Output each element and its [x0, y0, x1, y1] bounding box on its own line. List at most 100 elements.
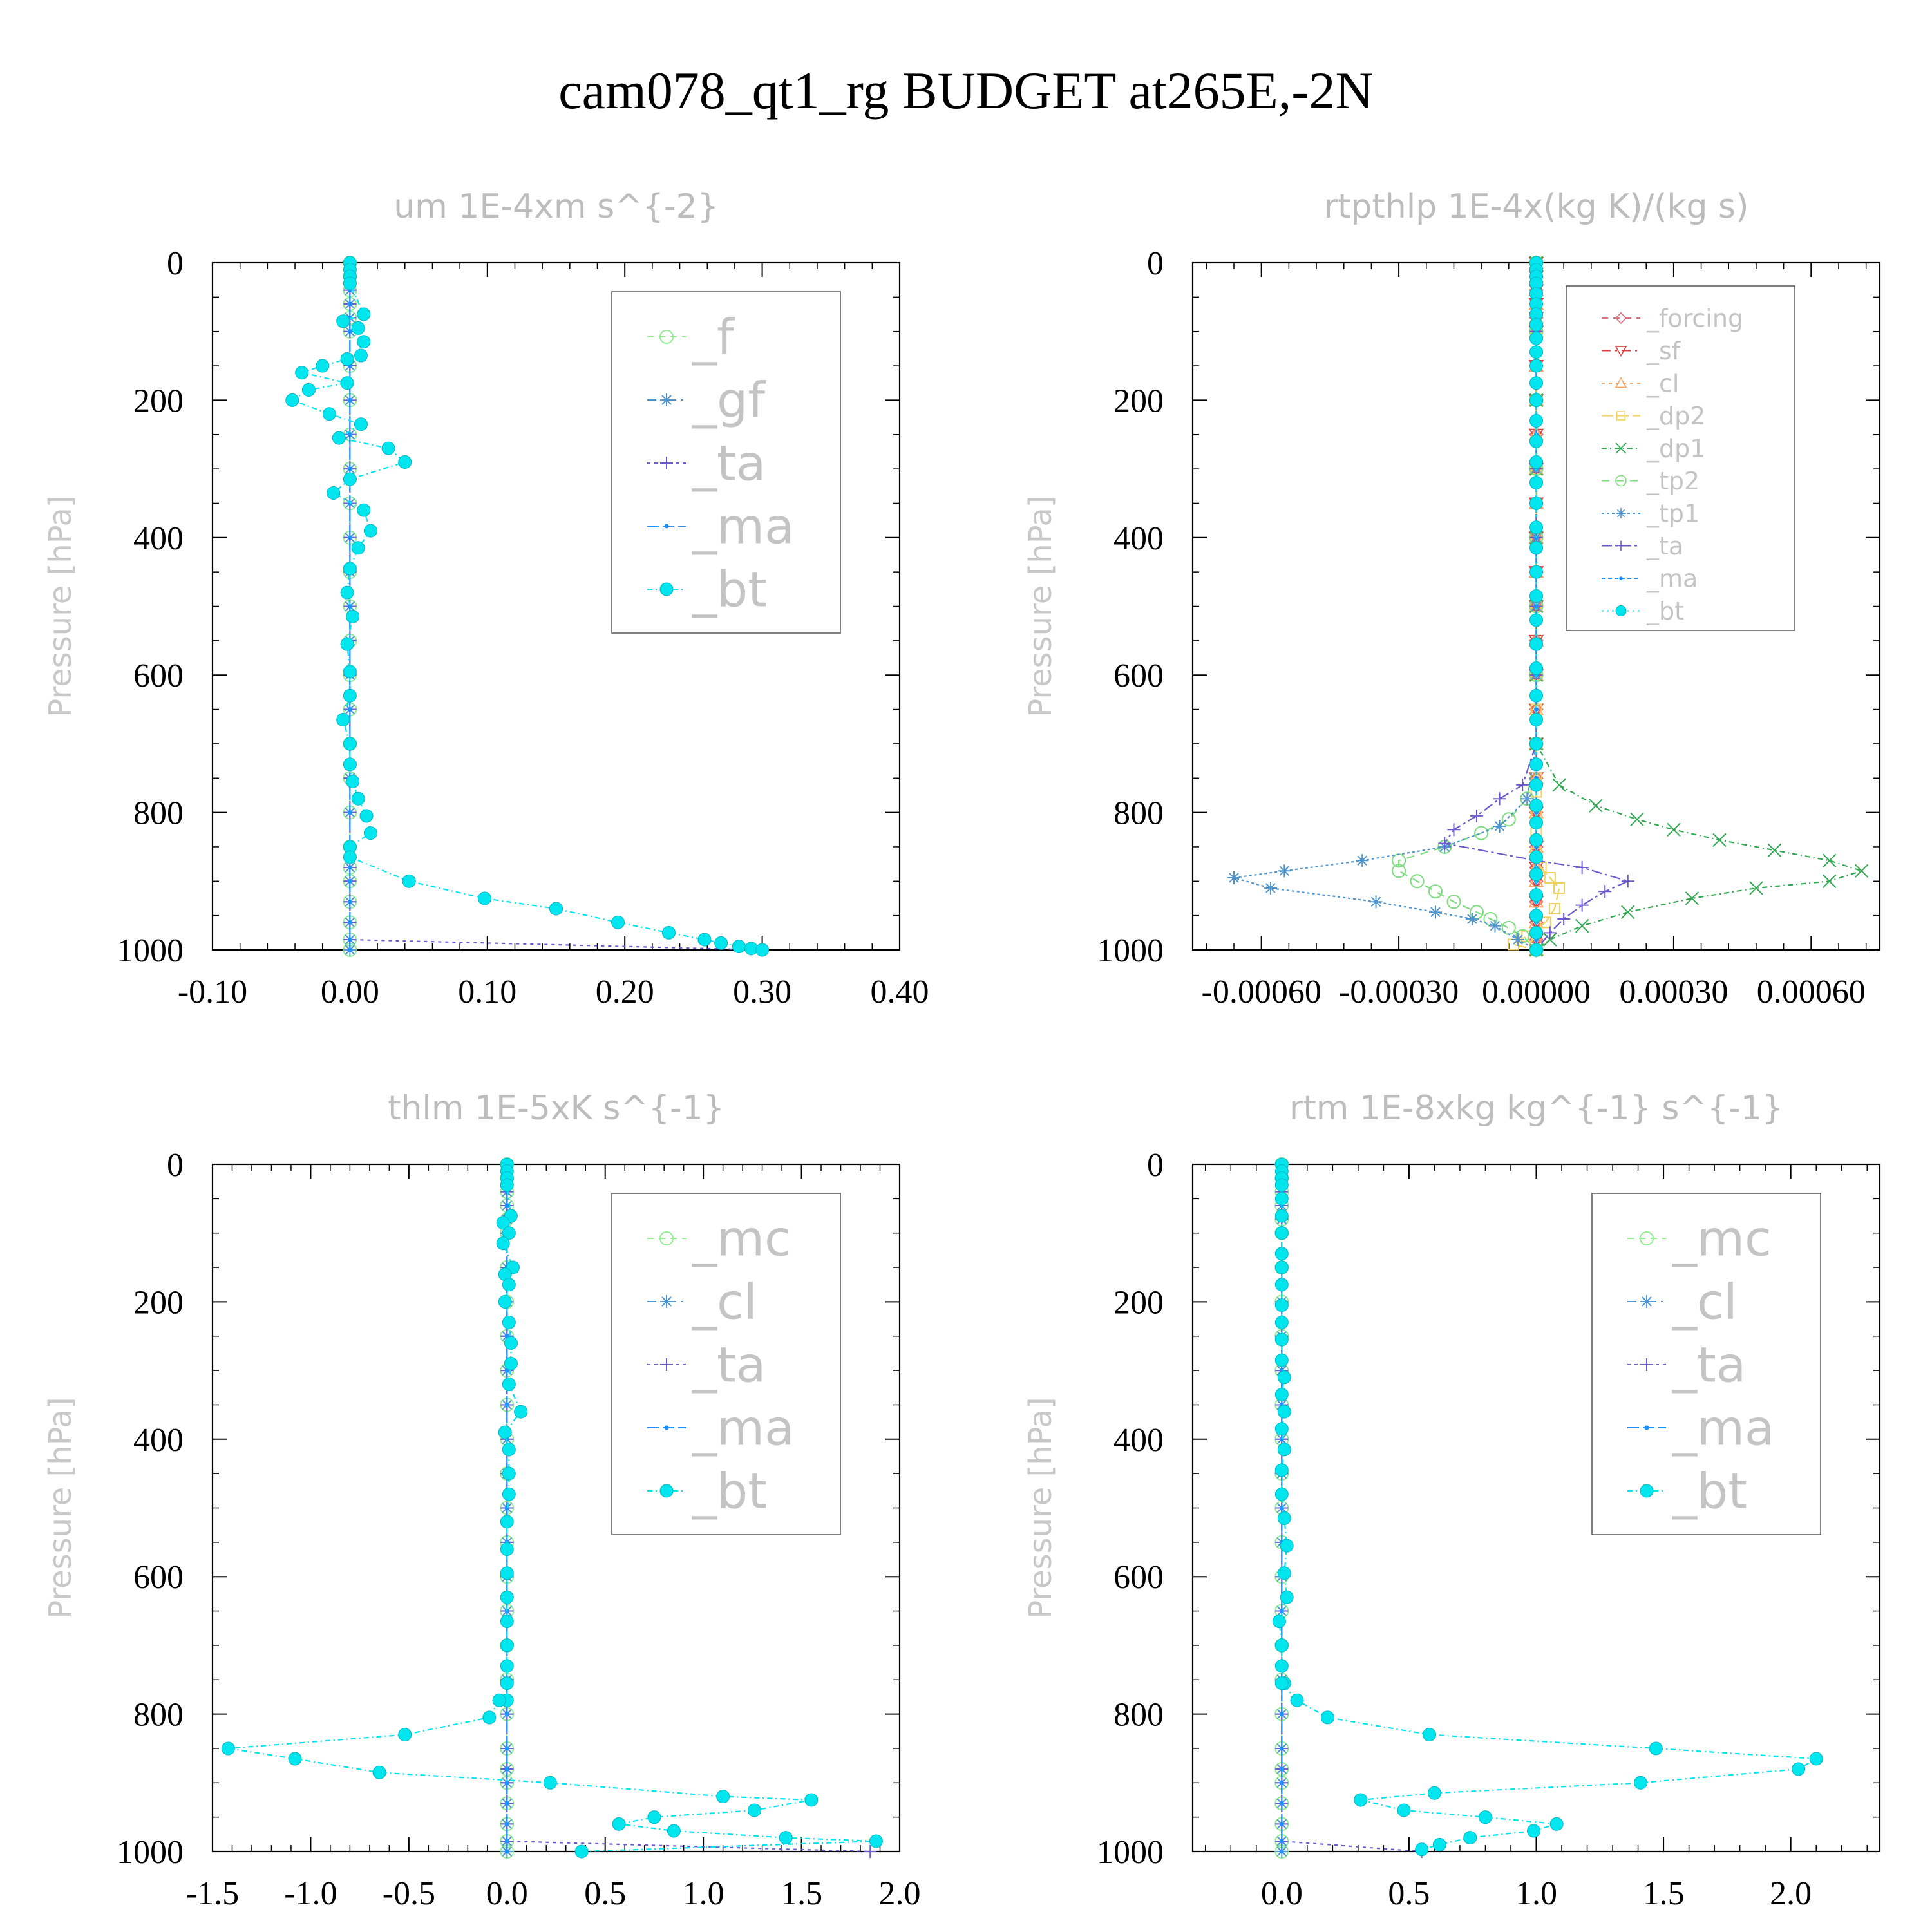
data-point — [1478, 1810, 1492, 1824]
data-point — [1543, 933, 1557, 947]
x-ticks: -0.00060 -0.00030 0.00000 0.00030 0.00060 — [1202, 263, 1867, 1010]
data-point — [1527, 1824, 1541, 1838]
data-point — [1634, 1776, 1648, 1790]
y-tick-label: 200 — [1113, 383, 1164, 419]
x-tick-label: 1.5 — [781, 1875, 822, 1912]
legend-entry: _f — [647, 308, 735, 366]
data-point — [301, 383, 316, 397]
legend-entry: _bt — [1602, 597, 1684, 625]
data-point — [288, 1752, 302, 1766]
legend-marker — [1616, 508, 1626, 518]
data-point — [1575, 898, 1589, 912]
panel-2: rtpthlp 1E-4x(kg K)/(kg s) Pressure [hPa]… — [1023, 187, 1881, 1010]
data-point — [500, 1178, 514, 1192]
data-point — [1548, 902, 1560, 914]
data-point — [1274, 1191, 1289, 1206]
data-point — [357, 335, 371, 349]
data-point — [1809, 1752, 1823, 1766]
data-point — [611, 915, 625, 929]
legend: _mc _cl_ta_ma _bt — [1591, 1193, 1821, 1535]
legend-marker — [660, 1295, 673, 1308]
data-point — [1630, 812, 1644, 826]
data-point — [1354, 1793, 1368, 1807]
data-point — [1446, 895, 1461, 909]
data-point — [502, 1487, 516, 1501]
data-point — [1447, 823, 1461, 837]
data-point — [1530, 688, 1543, 703]
data-point — [504, 1821, 509, 1826]
legend-entry: _bt — [647, 1463, 767, 1520]
data-point — [1280, 1539, 1294, 1553]
series-tp1 — [1227, 256, 1543, 956]
figure-title: cam078_qt1_rg BUDGET at265E,-2N — [558, 61, 1374, 120]
series-group — [221, 1157, 883, 1859]
data-point — [1598, 885, 1612, 898]
y-tick-label: 1000 — [117, 933, 184, 969]
data-point — [1549, 1817, 1564, 1831]
legend-marker — [1615, 377, 1627, 388]
legend-marker — [1619, 576, 1623, 580]
legend-label: _ta — [692, 435, 766, 492]
y-ticks: 0 200 400 600 800 1000 — [1097, 1147, 1880, 1871]
data-point — [347, 878, 352, 884]
x-tick-label: -0.5 — [383, 1875, 435, 1912]
data-point — [1530, 376, 1543, 390]
legend-label: _bt — [1672, 1463, 1747, 1520]
data-point — [1274, 1278, 1289, 1292]
data-point — [500, 1590, 514, 1604]
data-point — [346, 775, 360, 789]
data-point — [347, 466, 352, 471]
data-point — [1530, 925, 1543, 940]
data-point — [1279, 1609, 1284, 1614]
data-point — [747, 1803, 761, 1817]
data-point — [1534, 604, 1539, 609]
series-bt — [285, 256, 770, 957]
legend-entry: _tp2 — [1602, 467, 1700, 495]
data-point — [504, 1801, 509, 1806]
data-point — [502, 1443, 516, 1457]
data-point — [1279, 1849, 1284, 1854]
data-point — [1274, 1487, 1289, 1501]
x-tick-label: 1.0 — [1515, 1875, 1557, 1912]
series-bt — [1272, 1157, 1823, 1857]
x-ticks: -1.5 -1.0 -0.5 0.0 0.5 1.0 1.5 2.0 — [186, 1164, 921, 1912]
legend-entry: _cl — [1627, 1273, 1738, 1331]
data-point — [347, 810, 352, 815]
data-point — [1369, 895, 1383, 909]
series-line — [1398, 263, 1537, 951]
x-ticks: -0.10 0.00 0.10 0.20 0.30 0.40 — [178, 263, 929, 1010]
legend-label: _tp1 — [1646, 499, 1700, 527]
y-tick-label: 200 — [1113, 1284, 1164, 1321]
data-point — [354, 417, 368, 431]
data-point — [1530, 737, 1543, 751]
data-point — [549, 902, 563, 916]
series-line — [1233, 263, 1537, 951]
data-point — [498, 1294, 512, 1309]
data-point — [343, 562, 357, 576]
data-point — [1792, 1762, 1806, 1776]
x-tick-label: 2.0 — [1770, 1875, 1812, 1912]
legend-label: _ma — [1646, 564, 1698, 592]
data-point — [346, 610, 360, 624]
y-tick-label: 400 — [133, 1422, 184, 1459]
x-tick-label: 0.00 — [321, 974, 379, 1010]
panel-title: thlm 1E-5xK s^{-1} — [388, 1089, 724, 1128]
legend-label: _ma — [692, 1399, 795, 1457]
data-point — [1463, 1831, 1477, 1845]
legend-entry: _ta — [647, 1336, 766, 1394]
data-point — [1279, 1821, 1284, 1826]
data-point — [1530, 888, 1543, 902]
data-point — [1530, 850, 1543, 864]
data-point — [1530, 520, 1543, 535]
data-point — [1530, 778, 1543, 792]
data-point — [1227, 871, 1241, 884]
data-point — [492, 1693, 506, 1707]
data-point — [1767, 843, 1782, 857]
legend-entry: _tp1 — [1602, 499, 1700, 527]
legend-marker — [1615, 605, 1627, 616]
data-point — [285, 393, 299, 407]
data-point — [1277, 1370, 1291, 1385]
data-point — [1749, 881, 1763, 895]
data-point — [363, 826, 377, 840]
series-line — [228, 1164, 876, 1853]
